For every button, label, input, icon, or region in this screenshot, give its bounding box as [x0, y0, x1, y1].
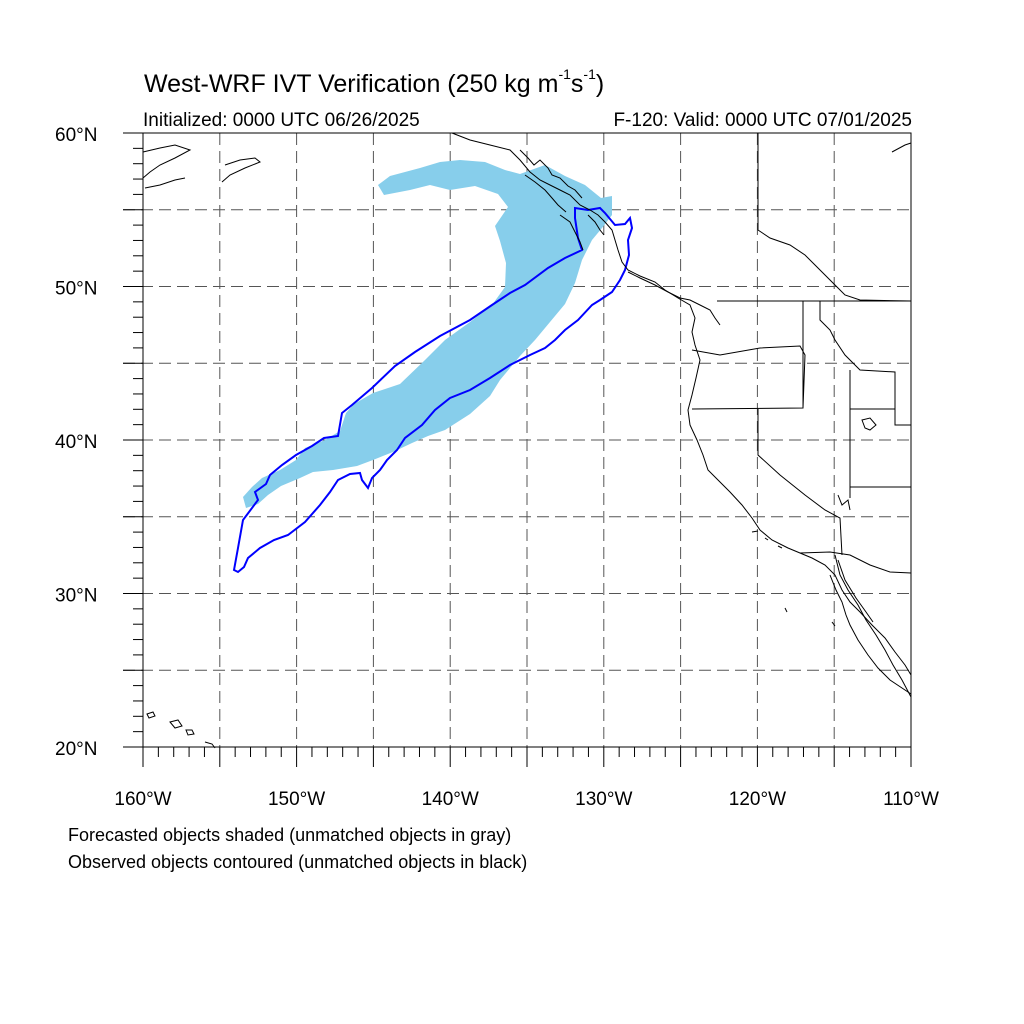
longitude-labels: 160°W 150°W 140°W 130°W 120°W 110°W — [114, 789, 939, 810]
lon-label: 150°W — [268, 789, 325, 810]
map-title: West-WRF IVT Verification (250 kg m-1s-1… — [144, 66, 605, 98]
forecast-note: Forecasted objects shaded (unmatched obj… — [68, 825, 512, 845]
observed-object-contour — [232, 206, 634, 574]
lon-label: 140°W — [422, 789, 479, 810]
gridlines — [123, 133, 911, 747]
lon-label: 160°W — [114, 789, 171, 810]
lon-label: 110°W — [883, 789, 939, 810]
valid-time-label: F-120: Valid: 0000 UTC 07/01/2025 — [613, 110, 912, 131]
latitude-labels: 60°N 50°N 40°N 30°N 20°N — [55, 125, 97, 760]
lon-label: 120°W — [729, 789, 786, 810]
state-borders — [691, 133, 912, 574]
lat-label: 20°N — [55, 739, 97, 760]
coastlines — [142, 132, 912, 749]
axis-ticks — [123, 132, 912, 767]
observed-note: Observed objects contoured (unmatched ob… — [68, 852, 528, 872]
lat-label: 40°N — [55, 432, 97, 453]
lat-label: 50°N — [55, 279, 97, 300]
forecast-object-shaded — [243, 160, 612, 508]
lat-label: 60°N — [55, 125, 97, 146]
lat-label: 30°N — [55, 586, 97, 607]
lon-label: 130°W — [575, 789, 632, 810]
init-time-label: Initialized: 0000 UTC 06/26/2025 — [143, 110, 420, 131]
